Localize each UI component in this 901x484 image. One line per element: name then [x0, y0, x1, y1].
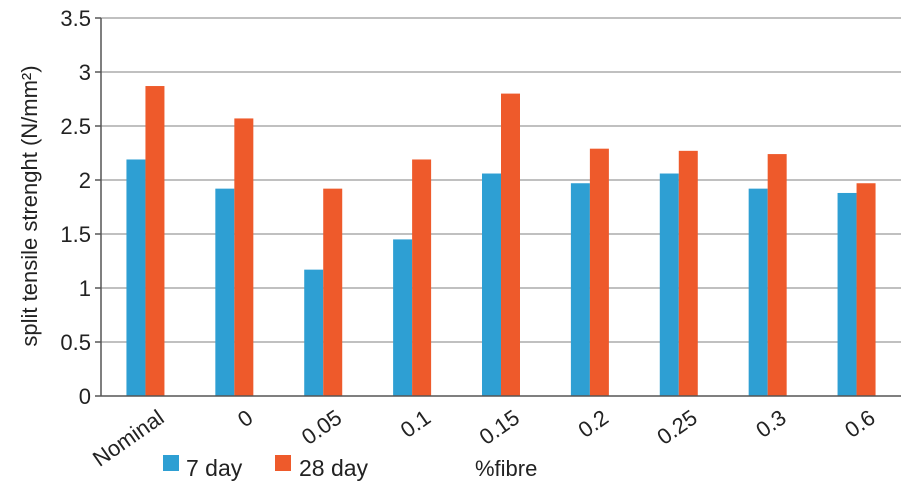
bar-28-day-0_6 [856, 183, 876, 396]
x-axis-title: %fibre [475, 456, 537, 481]
bar-7-day-0_1 [393, 239, 413, 396]
y-tick-label: 1.5 [60, 222, 91, 247]
legend-label-28-day: 28 day [299, 455, 369, 481]
legend-label-7-day: 7 day [186, 455, 243, 481]
y-tick-label: 0.5 [60, 330, 91, 355]
x-tick-label: 0.2 [574, 405, 613, 443]
y-tick-label: 3 [79, 60, 91, 85]
legend-swatch-28-day [275, 455, 291, 471]
x-tick-label: 0.6 [840, 405, 879, 443]
bar-7-day-0 [215, 188, 235, 396]
bar-28-day-Nominal [145, 86, 165, 396]
bar-28-day-0 [234, 118, 254, 396]
y-axis-title: split tensile strenght (N/mm²) [17, 65, 42, 346]
bars [126, 86, 876, 396]
bar-7-day-0_15 [482, 173, 501, 396]
legend: 7 day 28 day [163, 455, 369, 481]
axes [95, 17, 901, 397]
bar-7-day-0_25 [659, 173, 679, 396]
y-tick-label: 2 [79, 168, 91, 193]
bar-7-day-0_3 [748, 188, 768, 396]
x-tick-label: 0 [233, 405, 257, 433]
bar-28-day-0_3 [767, 154, 787, 396]
y-tick-labels: 0 0.5 1 1.5 2 2.5 3 3.5 [60, 6, 91, 409]
bar-28-day-0_15 [501, 93, 520, 396]
bar-7-day-0_2 [570, 183, 590, 396]
y-tick-label: 0 [79, 384, 91, 409]
x-tick-label: 0.3 [751, 405, 790, 443]
y-tick-label: 3.5 [60, 6, 91, 31]
bar-7-day-0_05 [304, 269, 324, 396]
bar-28-day-0_25 [678, 150, 698, 396]
legend-swatch-7-day [163, 455, 179, 471]
bar-7-day-Nominal [126, 159, 146, 396]
y-tick-label: 2.5 [60, 114, 91, 139]
bar-7-day-0_6 [837, 192, 857, 396]
bar-28-day-0_1 [412, 159, 432, 396]
x-tick-label: 0.1 [396, 405, 435, 443]
x-tick-label: 0.05 [297, 405, 346, 450]
bar-28-day-0_05 [323, 188, 343, 396]
x-tick-label: 0.25 [652, 405, 701, 450]
y-tick-label: 1 [79, 276, 91, 301]
x-tick-label: Nominal [88, 405, 168, 472]
bar-28-day-0_2 [589, 148, 609, 396]
x-tick-label: 0.15 [475, 405, 524, 450]
